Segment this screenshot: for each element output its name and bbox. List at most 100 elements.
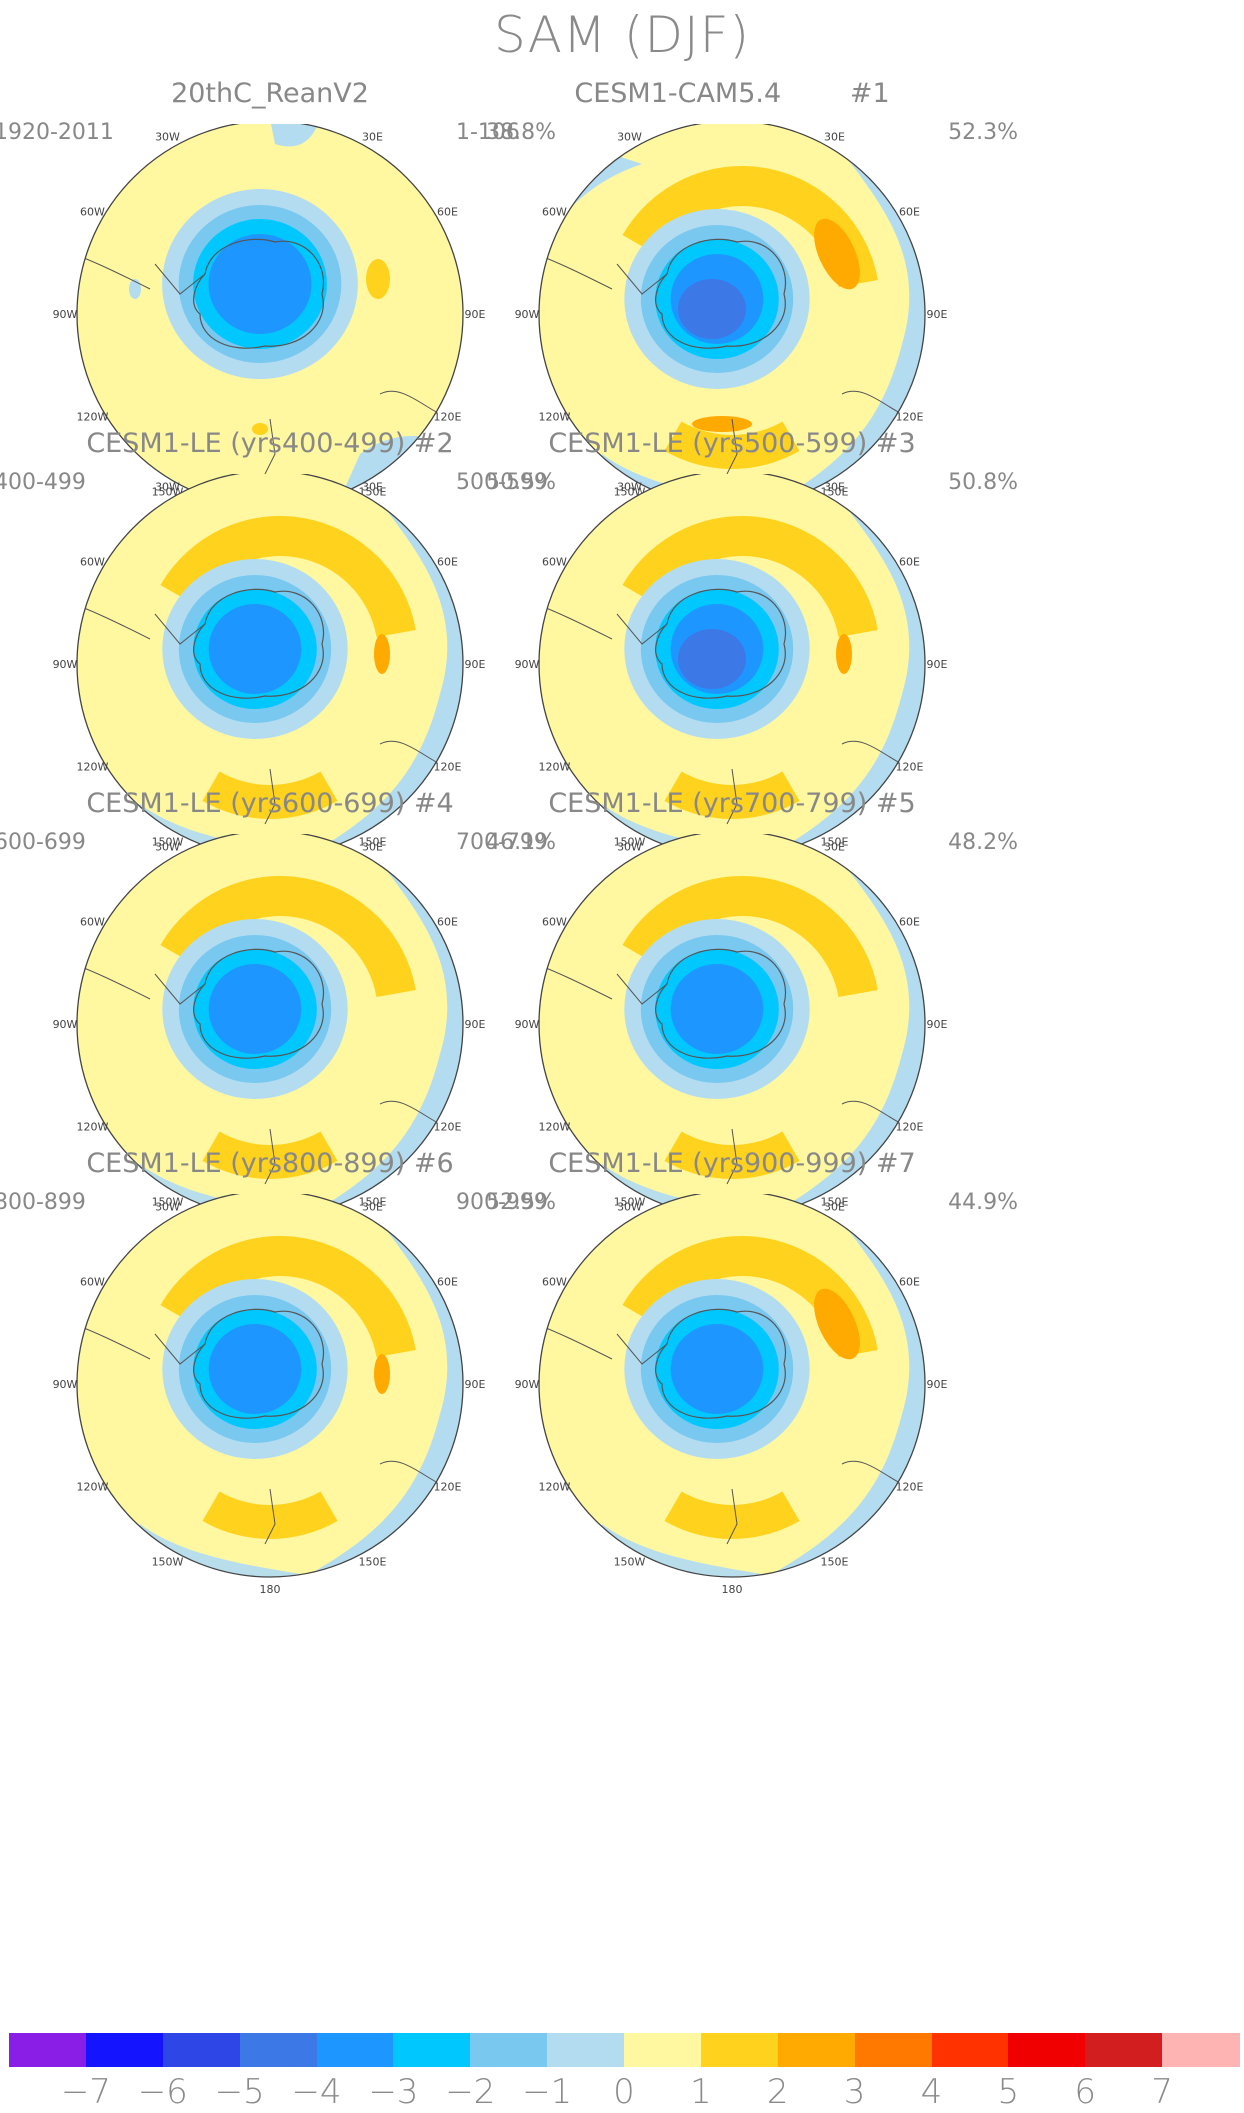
panel-variance: 50.5% bbox=[486, 470, 556, 495]
longitude-label: 30E bbox=[824, 480, 845, 493]
colorbar-tick-label: 5 bbox=[997, 2072, 1020, 2112]
colorbar-tick-label: −3 bbox=[368, 2072, 419, 2112]
longitude-label: 60E bbox=[899, 206, 920, 219]
map-panel: CESM1-LE (yrs700-799) #5700-79948.2%030E… bbox=[432, 788, 1032, 1258]
colorbar-tick-label: 2 bbox=[766, 2072, 789, 2112]
longitude-label: 60W bbox=[542, 916, 567, 929]
polar-map: 030E60E90E120E150E180150W120W90W60W30W bbox=[53, 124, 486, 526]
longitude-label: 60W bbox=[542, 206, 567, 219]
colorbar-swatch bbox=[854, 2033, 932, 2067]
longitude-label: 60W bbox=[80, 556, 105, 569]
map-panel: CESM1-CAM5.4 #11-10652.3%030E60E90E120E1… bbox=[432, 78, 1032, 548]
longitude-label: 120W bbox=[539, 761, 571, 774]
longitude-label: 60E bbox=[899, 556, 920, 569]
longitude-label: 90E bbox=[465, 1378, 486, 1391]
longitude-label: 120E bbox=[434, 411, 462, 424]
longitude-label: 30W bbox=[155, 840, 180, 853]
colorbar-tick-label: −7 bbox=[60, 2072, 111, 2112]
longitude-label: 150W bbox=[152, 1556, 184, 1569]
colorbar bbox=[9, 2033, 1240, 2067]
panel-period: 900-999 bbox=[456, 1190, 548, 1215]
colorbar-tick-label: 6 bbox=[1074, 2072, 1097, 2112]
longitude-label: 150E bbox=[821, 1556, 849, 1569]
longitude-label: 180 bbox=[722, 1583, 743, 1596]
colorbar-tick-label: −1 bbox=[522, 2072, 573, 2112]
polar-map: 030E60E90E120E150E180150W120W90W60W30W bbox=[53, 1194, 486, 1596]
longitude-label: 30W bbox=[155, 1200, 180, 1213]
longitude-label: 30E bbox=[824, 130, 845, 143]
longitude-label: 150E bbox=[359, 1196, 387, 1209]
panel-title: CESM1-LE (yrs400-499) #2 bbox=[86, 428, 454, 459]
panel-period: 500-599 bbox=[456, 470, 548, 495]
longitude-label: 120W bbox=[539, 411, 571, 424]
colorbar-tick-label: 3 bbox=[843, 2072, 866, 2112]
longitude-label: 150E bbox=[821, 1196, 849, 1209]
longitude-label: 90W bbox=[53, 1018, 78, 1031]
colorbar-tick-label: 7 bbox=[1151, 2072, 1173, 2112]
longitude-label: 120W bbox=[539, 1481, 571, 1494]
colorbar-tick-label: −5 bbox=[214, 2072, 265, 2112]
longitude-label: 150W bbox=[152, 1196, 184, 1209]
polar-map: 030E60E90E120E150E180150W120W90W60W30W bbox=[515, 1194, 948, 1596]
longitude-label: 120W bbox=[539, 1121, 571, 1134]
longitude-label: 180 bbox=[260, 1583, 281, 1596]
longitude-label: 120E bbox=[896, 1121, 924, 1134]
panel-variance: 38.8% bbox=[486, 120, 556, 145]
longitude-label: 150E bbox=[821, 486, 849, 499]
colorbar-swatch bbox=[1162, 2033, 1240, 2067]
longitude-label: 120E bbox=[896, 411, 924, 424]
longitude-label: 60W bbox=[542, 556, 567, 569]
colorbar-swatch bbox=[470, 2033, 548, 2067]
longitude-label: 120E bbox=[434, 1121, 462, 1134]
longitude-label: 30E bbox=[362, 480, 383, 493]
map-panel: CESM1-LE (yrs800-899) #6800-89952.5%030E… bbox=[0, 1148, 570, 1618]
longitude-label: 90W bbox=[515, 308, 540, 321]
panel-variance: 48.2% bbox=[948, 830, 1018, 855]
colorbar-swatch bbox=[393, 2033, 471, 2067]
longitude-label: 120W bbox=[77, 1121, 109, 1134]
longitude-label: 30E bbox=[824, 1200, 845, 1213]
colorbar-labels: −7 −6 −5 −4 −3 −2 −1 0 1 2 3 4 5 6 7 bbox=[9, 2072, 1239, 2112]
colorbar-swatch bbox=[777, 2033, 856, 2067]
colorbar-swatch bbox=[931, 2033, 1009, 2067]
longitude-label: 150W bbox=[614, 1196, 646, 1209]
longitude-label: 90E bbox=[465, 658, 486, 671]
longitude-label: 60E bbox=[437, 916, 458, 929]
colorbar-swatch bbox=[85, 2033, 164, 2067]
longitude-label: 150E bbox=[821, 836, 849, 849]
panel-period: 400-499 bbox=[0, 470, 86, 495]
colorbar-tick-label: −4 bbox=[291, 2072, 342, 2112]
longitude-label: 30W bbox=[617, 130, 642, 143]
panel-variance: 50.8% bbox=[948, 470, 1018, 495]
longitude-label: 120E bbox=[896, 1481, 924, 1494]
longitude-label: 60E bbox=[899, 1276, 920, 1289]
colorbar-swatch bbox=[162, 2033, 241, 2067]
colorbar-swatch bbox=[1008, 2033, 1086, 2067]
longitude-label: 90E bbox=[465, 1018, 486, 1031]
panel-period: 600-699 bbox=[0, 830, 86, 855]
longitude-label: 120W bbox=[77, 761, 109, 774]
panel-period: 1920-2011 bbox=[0, 120, 114, 145]
longitude-label: 90E bbox=[927, 658, 948, 671]
longitude-label: 150W bbox=[614, 836, 646, 849]
map-panel: CESM1-LE (yrs600-699) #4600-69946.1%030E… bbox=[0, 788, 570, 1258]
longitude-label: 30W bbox=[617, 480, 642, 493]
colorbar-swatch bbox=[1085, 2033, 1163, 2067]
panel-title: CESM1-LE (yrs500-599) #3 bbox=[548, 428, 916, 459]
longitude-label: 120E bbox=[434, 761, 462, 774]
panel-title: CESM1-LE (yrs900-999) #7 bbox=[548, 1148, 916, 1179]
colorbar-tick-label: −6 bbox=[137, 2072, 188, 2112]
longitude-label: 60E bbox=[899, 916, 920, 929]
map-panel: 20thC_ReanV21920-201138.8%030E60E90E120E… bbox=[0, 78, 570, 548]
longitude-label: 150E bbox=[359, 836, 387, 849]
longitude-label: 30W bbox=[617, 840, 642, 853]
longitude-label: 90W bbox=[515, 1378, 540, 1391]
longitude-label: 30E bbox=[362, 840, 383, 853]
colorbar-swatch bbox=[547, 2033, 625, 2067]
polar-map: 030E60E90E120E150E180150W120W90W60W30W bbox=[515, 124, 948, 526]
longitude-label: 120W bbox=[77, 411, 109, 424]
longitude-label: 30W bbox=[155, 130, 180, 143]
figure-title: SAM (DJF) bbox=[494, 6, 750, 64]
longitude-label: 150W bbox=[614, 1556, 646, 1569]
panel-title: CESM1-CAM5.4 #1 bbox=[574, 78, 890, 109]
